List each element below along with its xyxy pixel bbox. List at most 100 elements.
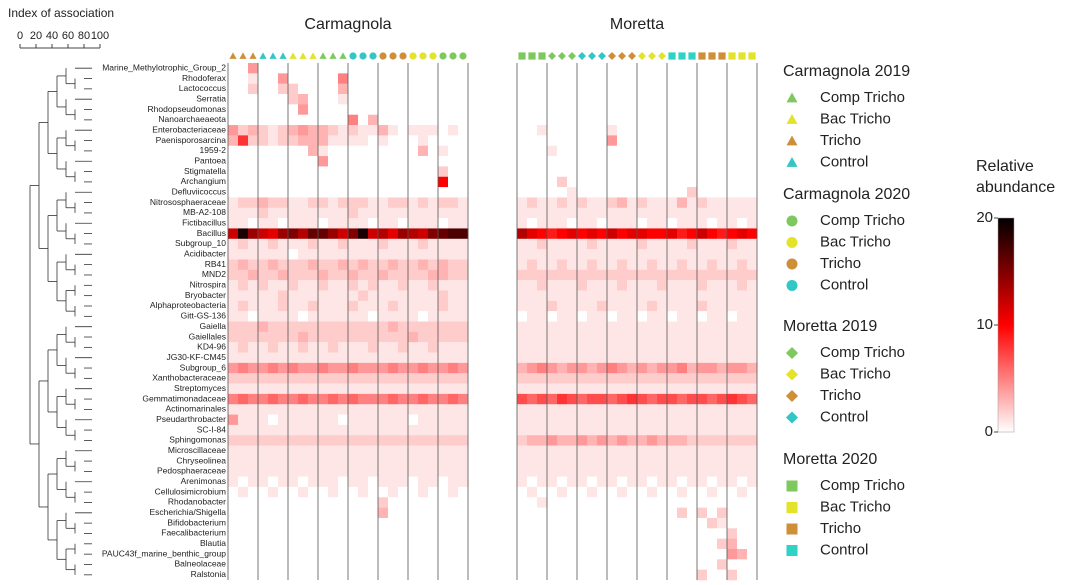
heatmap-cell <box>647 197 658 209</box>
heatmap-cell <box>338 269 349 281</box>
heatmap-cell <box>368 228 379 240</box>
heatmap-cell <box>577 104 588 115</box>
heatmap-cell <box>567 486 578 498</box>
heatmap-cell <box>727 238 738 250</box>
heatmap-cell <box>228 517 239 529</box>
heatmap-cell <box>388 238 399 250</box>
heatmap-cell <box>368 342 379 353</box>
column-marker <box>329 52 337 59</box>
heatmap-cell <box>707 125 718 136</box>
heatmap-cell <box>597 538 608 550</box>
heatmap-cell <box>587 218 598 229</box>
heatmap-cell <box>278 197 289 209</box>
heatmap-cell <box>617 176 628 188</box>
heatmap-cell <box>587 104 598 115</box>
heatmap-cell <box>637 362 648 374</box>
heatmap-cell <box>737 311 748 322</box>
heatmap-cell <box>667 497 678 508</box>
heatmap-cell <box>348 559 359 570</box>
heatmap-cell <box>707 404 718 415</box>
heatmap-cell <box>627 269 638 281</box>
heatmap-cell <box>308 218 319 229</box>
heatmap-cell <box>268 352 279 364</box>
heatmap-cell <box>617 94 628 105</box>
heatmap-cell <box>318 321 329 333</box>
heatmap-cell <box>557 166 568 178</box>
heatmap-cell <box>378 259 389 271</box>
heatmap-cell <box>328 125 339 136</box>
heatmap-cell <box>328 114 339 126</box>
heatmap-cell <box>328 321 339 333</box>
heatmap-cell <box>527 414 538 426</box>
heatmap-cell <box>717 218 728 229</box>
heatmap-cell <box>348 342 359 353</box>
heatmap-cell <box>428 528 439 539</box>
heatmap-cell <box>228 94 239 105</box>
heatmap-cell <box>657 207 668 219</box>
heatmap-cell <box>268 455 279 467</box>
heatmap-cell <box>318 207 329 219</box>
heatmap-cell <box>258 342 269 353</box>
heatmap-cell <box>617 342 628 353</box>
heatmap-cell <box>577 259 588 271</box>
heatmap-cell <box>647 94 658 105</box>
heatmap-cell <box>707 538 718 550</box>
heatmap-cell <box>647 135 658 147</box>
heatmap-cell <box>358 342 369 353</box>
heatmap-cell <box>577 393 588 405</box>
heatmap-cell <box>408 424 419 436</box>
heatmap-cell <box>448 156 459 167</box>
heatmap-cell <box>707 414 718 426</box>
heatmap-cell <box>607 321 618 333</box>
heatmap-cell <box>308 228 319 240</box>
heatmap-cell <box>567 135 578 147</box>
heatmap-cell <box>557 445 568 457</box>
heatmap-cell <box>607 104 618 115</box>
heatmap-cell <box>607 156 618 167</box>
heatmap-cell <box>717 486 728 498</box>
heatmap-cell <box>248 342 259 353</box>
heatmap-cell <box>567 414 578 426</box>
heatmap-cell <box>318 166 329 178</box>
heatmap-cell <box>717 104 728 115</box>
heatmap-cell <box>727 73 738 84</box>
heatmap-cell <box>398 569 409 581</box>
heatmap-cell <box>647 145 658 157</box>
legend-marker <box>786 523 798 535</box>
heatmap-cell <box>667 352 678 364</box>
heatmap-cell <box>607 373 618 384</box>
heatmap-cell <box>328 228 339 240</box>
heatmap-cell <box>328 311 339 322</box>
heatmap-cell <box>278 280 289 291</box>
heatmap-cell <box>348 321 359 333</box>
heatmap-cell <box>727 497 738 508</box>
heatmap-cell <box>597 83 608 95</box>
heatmap-cell <box>747 435 758 446</box>
heatmap-cell <box>368 259 379 271</box>
legend-label: Tricho <box>820 255 861 272</box>
heatmap-cell <box>547 414 558 426</box>
heatmap-cell <box>268 424 279 436</box>
heatmap-cell <box>408 290 419 302</box>
heatmap-cell <box>298 269 309 281</box>
heatmap-cell <box>677 559 688 570</box>
heatmap-cell <box>418 63 429 74</box>
heatmap-cell <box>338 569 349 581</box>
heatmap-cell <box>597 73 608 84</box>
heatmap-cell <box>398 176 409 188</box>
heatmap-cell <box>448 63 459 74</box>
heatmap-cell <box>677 94 688 105</box>
heatmap-cell <box>697 207 708 219</box>
heatmap-cell <box>567 311 578 322</box>
heatmap-cell <box>577 466 588 477</box>
heatmap-cell <box>627 528 638 539</box>
heatmap-cell <box>687 125 698 136</box>
heatmap-cell <box>398 404 409 415</box>
heatmap-cell <box>388 94 399 105</box>
legend-label: Control <box>820 408 868 425</box>
heatmap-cell <box>398 104 409 115</box>
heatmap-cell <box>637 73 648 84</box>
heatmap-cell <box>428 94 439 105</box>
heatmap-cell <box>657 497 668 508</box>
legend-label: Bac Tricho <box>820 233 891 250</box>
